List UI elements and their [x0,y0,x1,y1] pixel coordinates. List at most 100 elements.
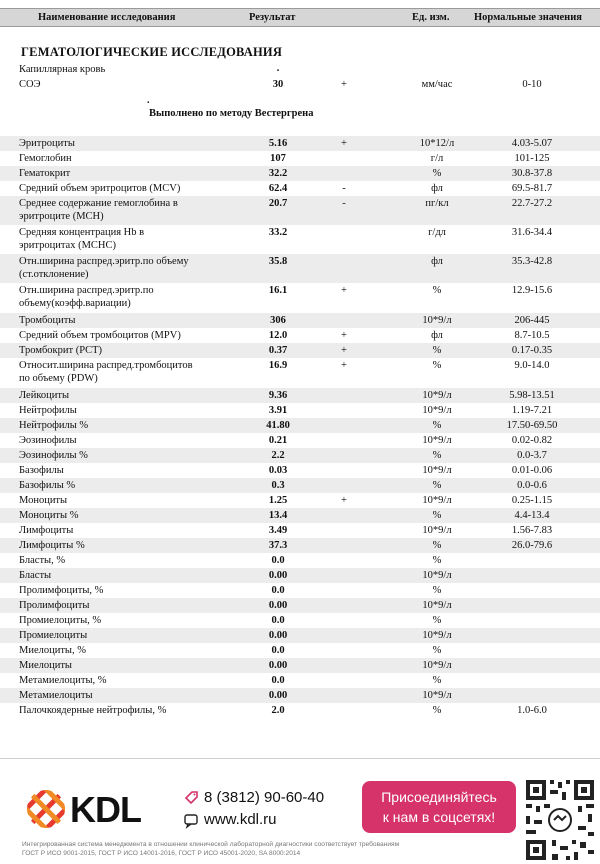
test-name-line-2: объему(коэфф.вариации) [19,298,131,309]
test-name: Отн.ширина распред.эритр.по объему (ст.от… [19,255,229,281]
table-row: Эритроциты 5.16 +10*12/л 4.03-5.07 [0,136,600,151]
test-unit: % [432,285,442,296]
test-name-line-1: Лимфоциты % [19,540,85,551]
test-flag: + [341,330,347,341]
test-name-line-1: Промиелоциты, % [19,615,102,626]
test-name-line-2: по объему (PDW) [19,373,98,384]
test-unit: фл [431,183,443,194]
test-name: Моноциты % [19,509,229,522]
test-name: Моноциты [19,494,229,507]
test-result: 2.2 [271,450,285,461]
table-row: Относит.ширина распред.тромбоцитов по объ… [0,358,600,387]
test-flag: + [341,345,347,356]
test-result: 0.0 [271,555,285,566]
test-result: 13.4 [268,510,288,521]
test-flag: + [341,495,347,506]
test-unit: 10*12/л [419,138,455,149]
test-name-line-1: Отн.ширина распред.эритр.по объему [19,256,189,267]
test-norm: 9.0-14.0 [514,360,550,371]
test-name: Миелоциты, % [19,644,229,657]
test-unit: фл [431,330,443,341]
phone-line: 8 (3812) 90-60-40 [184,789,324,811]
table-row: Метамиелоциты 0.00 10*9/л [0,688,600,703]
test-result: 0.0 [271,585,285,596]
table-row: СОЭ 30 + мм/час 0-10 [0,77,600,92]
test-name-line-1: СОЭ [19,79,41,90]
test-name-line-1: Отн.ширина распред.эритр.по [19,285,154,296]
table-row: Миелоциты, % 0.0% [0,643,600,658]
test-name: Палочкоядерные нейтрофилы, % [19,704,229,717]
test-result: 0.37 [268,345,288,356]
table-row: Лимфоциты 3.49 10*9/л 1.56-7.83 [0,523,600,538]
test-name: Среднее содержание гемоглобина в эритроци… [19,197,229,223]
test-name: Пролимфоциты, % [19,584,229,597]
social-promo-banner[interactable]: Присоединяйтесь к нам в соцсетях! [362,781,516,833]
test-norm: 1.19-7.21 [511,405,553,416]
test-name: Базофилы % [19,479,229,492]
test-unit: % [432,360,442,371]
test-name-line-1: Относит.ширина распред.тромбоцитов [19,360,193,371]
test-name: Средняя концентрация Hb в эритроцитах (MC… [19,226,229,252]
test-result: 0.0 [271,615,285,626]
test-unit: фл [431,256,443,267]
test-norm: 1.56-7.83 [511,525,553,536]
test-norm: 0.25-1.15 [511,495,553,506]
table-row: Моноциты % 13.4% 4.4-13.4 [0,508,600,523]
test-norm: 4.03-5.07 [511,138,553,149]
table-row: Нейтрофилы % 41.80% 17.50-69.50 [0,418,600,433]
capillary-label: Капиллярная кровь [19,64,106,75]
test-norm: 35.3-42.8 [511,256,553,267]
test-name-line-1: Базофилы [19,465,64,476]
test-unit: 10*9/л [422,390,452,401]
test-result: 0.21 [268,435,288,446]
test-result: 41.80 [266,420,290,431]
qr-code-icon[interactable] [522,776,598,864]
test-norm: 17.50-69.50 [506,420,558,431]
table-row: Средняя концентрация Hb в эритроцитах (MC… [0,225,600,254]
test-name: Метамиелоциты, % [19,674,229,687]
test-name-line-1: Средний объем эритроцитов (MCV) [19,183,181,194]
test-name: Базофилы [19,464,229,477]
test-name-line-2: эритроците (MCH) [19,211,104,222]
test-name-line-1: Бласты [19,570,52,581]
legal-note: Интегрированная система менеджмента в от… [22,840,522,858]
test-result: 37.3 [268,540,288,551]
test-result: 0.00 [268,600,288,611]
test-unit: % [432,540,442,551]
test-unit: % [432,480,442,491]
test-name-line-1: Моноциты [19,495,68,506]
test-name: Нейтрофилы [19,404,229,417]
test-unit: % [432,168,442,179]
test-name: Бласты, % [19,554,229,567]
kdl-logo: KDL [26,789,166,830]
test-result: 30 [272,79,284,90]
test-unit: г/л [430,153,444,164]
test-flag: + [341,138,347,149]
test-result: 16.9 [268,360,288,371]
test-flag: + [341,79,347,90]
test-result: 33.2 [268,227,288,238]
test-result: 0.03 [268,465,288,476]
test-unit: г/дл [428,227,446,238]
test-name-line-1: Нейтрофилы % [19,420,89,431]
test-flag: - [342,198,346,209]
table-row: Пролимфоциты 0.00 10*9/л [0,598,600,613]
test-name-line-1: Пролимфоциты, % [19,585,104,596]
test-name-line-1: Метамиелоциты [19,690,93,701]
table-row: Отн.ширина распред.эритр.по объему(коэфф.… [0,283,600,312]
test-unit: % [432,615,442,626]
test-unit: 10*9/л [422,570,452,581]
test-name-line-1: Тромбоциты [19,315,76,326]
contacts: 8 (3812) 90-60-40 www.kdl.ru [184,789,324,833]
test-name: Промиелоциты [19,629,229,642]
phone-number[interactable]: 8 (3812) 90-60-40 [204,789,325,806]
test-name: Отн.ширина распред.эритр.по объему(коэфф.… [19,284,229,310]
site-link[interactable]: www.kdl.ru [204,811,277,828]
test-result: 0.3 [271,480,285,491]
test-unit: 10*9/л [422,315,452,326]
test-name: Эозинофилы [19,434,229,447]
table-row: Базофилы 0.03 10*9/л 0.01-0.06 [0,463,600,478]
section-title: ГЕМАТОЛОГИЧЕСКИЕ ИССЛЕДОВАНИЯ [21,45,283,59]
test-name: Эритроциты [19,137,229,150]
test-norm: 22.7-27.2 [511,198,553,209]
